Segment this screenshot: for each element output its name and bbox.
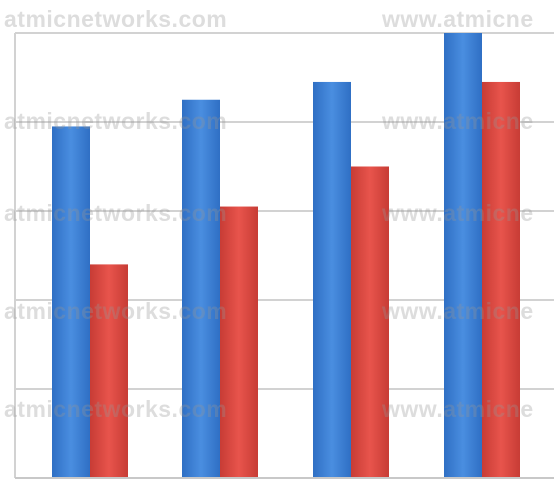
bar-series-2 [351, 166, 389, 478]
bar-series-2 [482, 81, 520, 478]
bar-series-1 [182, 99, 220, 478]
bars [52, 33, 520, 479]
bar-series-2 [220, 206, 258, 479]
bar-series-1 [313, 81, 351, 478]
bar-series-1 [52, 126, 90, 478]
bar-series-1 [444, 33, 482, 478]
bar-series-2 [90, 264, 128, 478]
